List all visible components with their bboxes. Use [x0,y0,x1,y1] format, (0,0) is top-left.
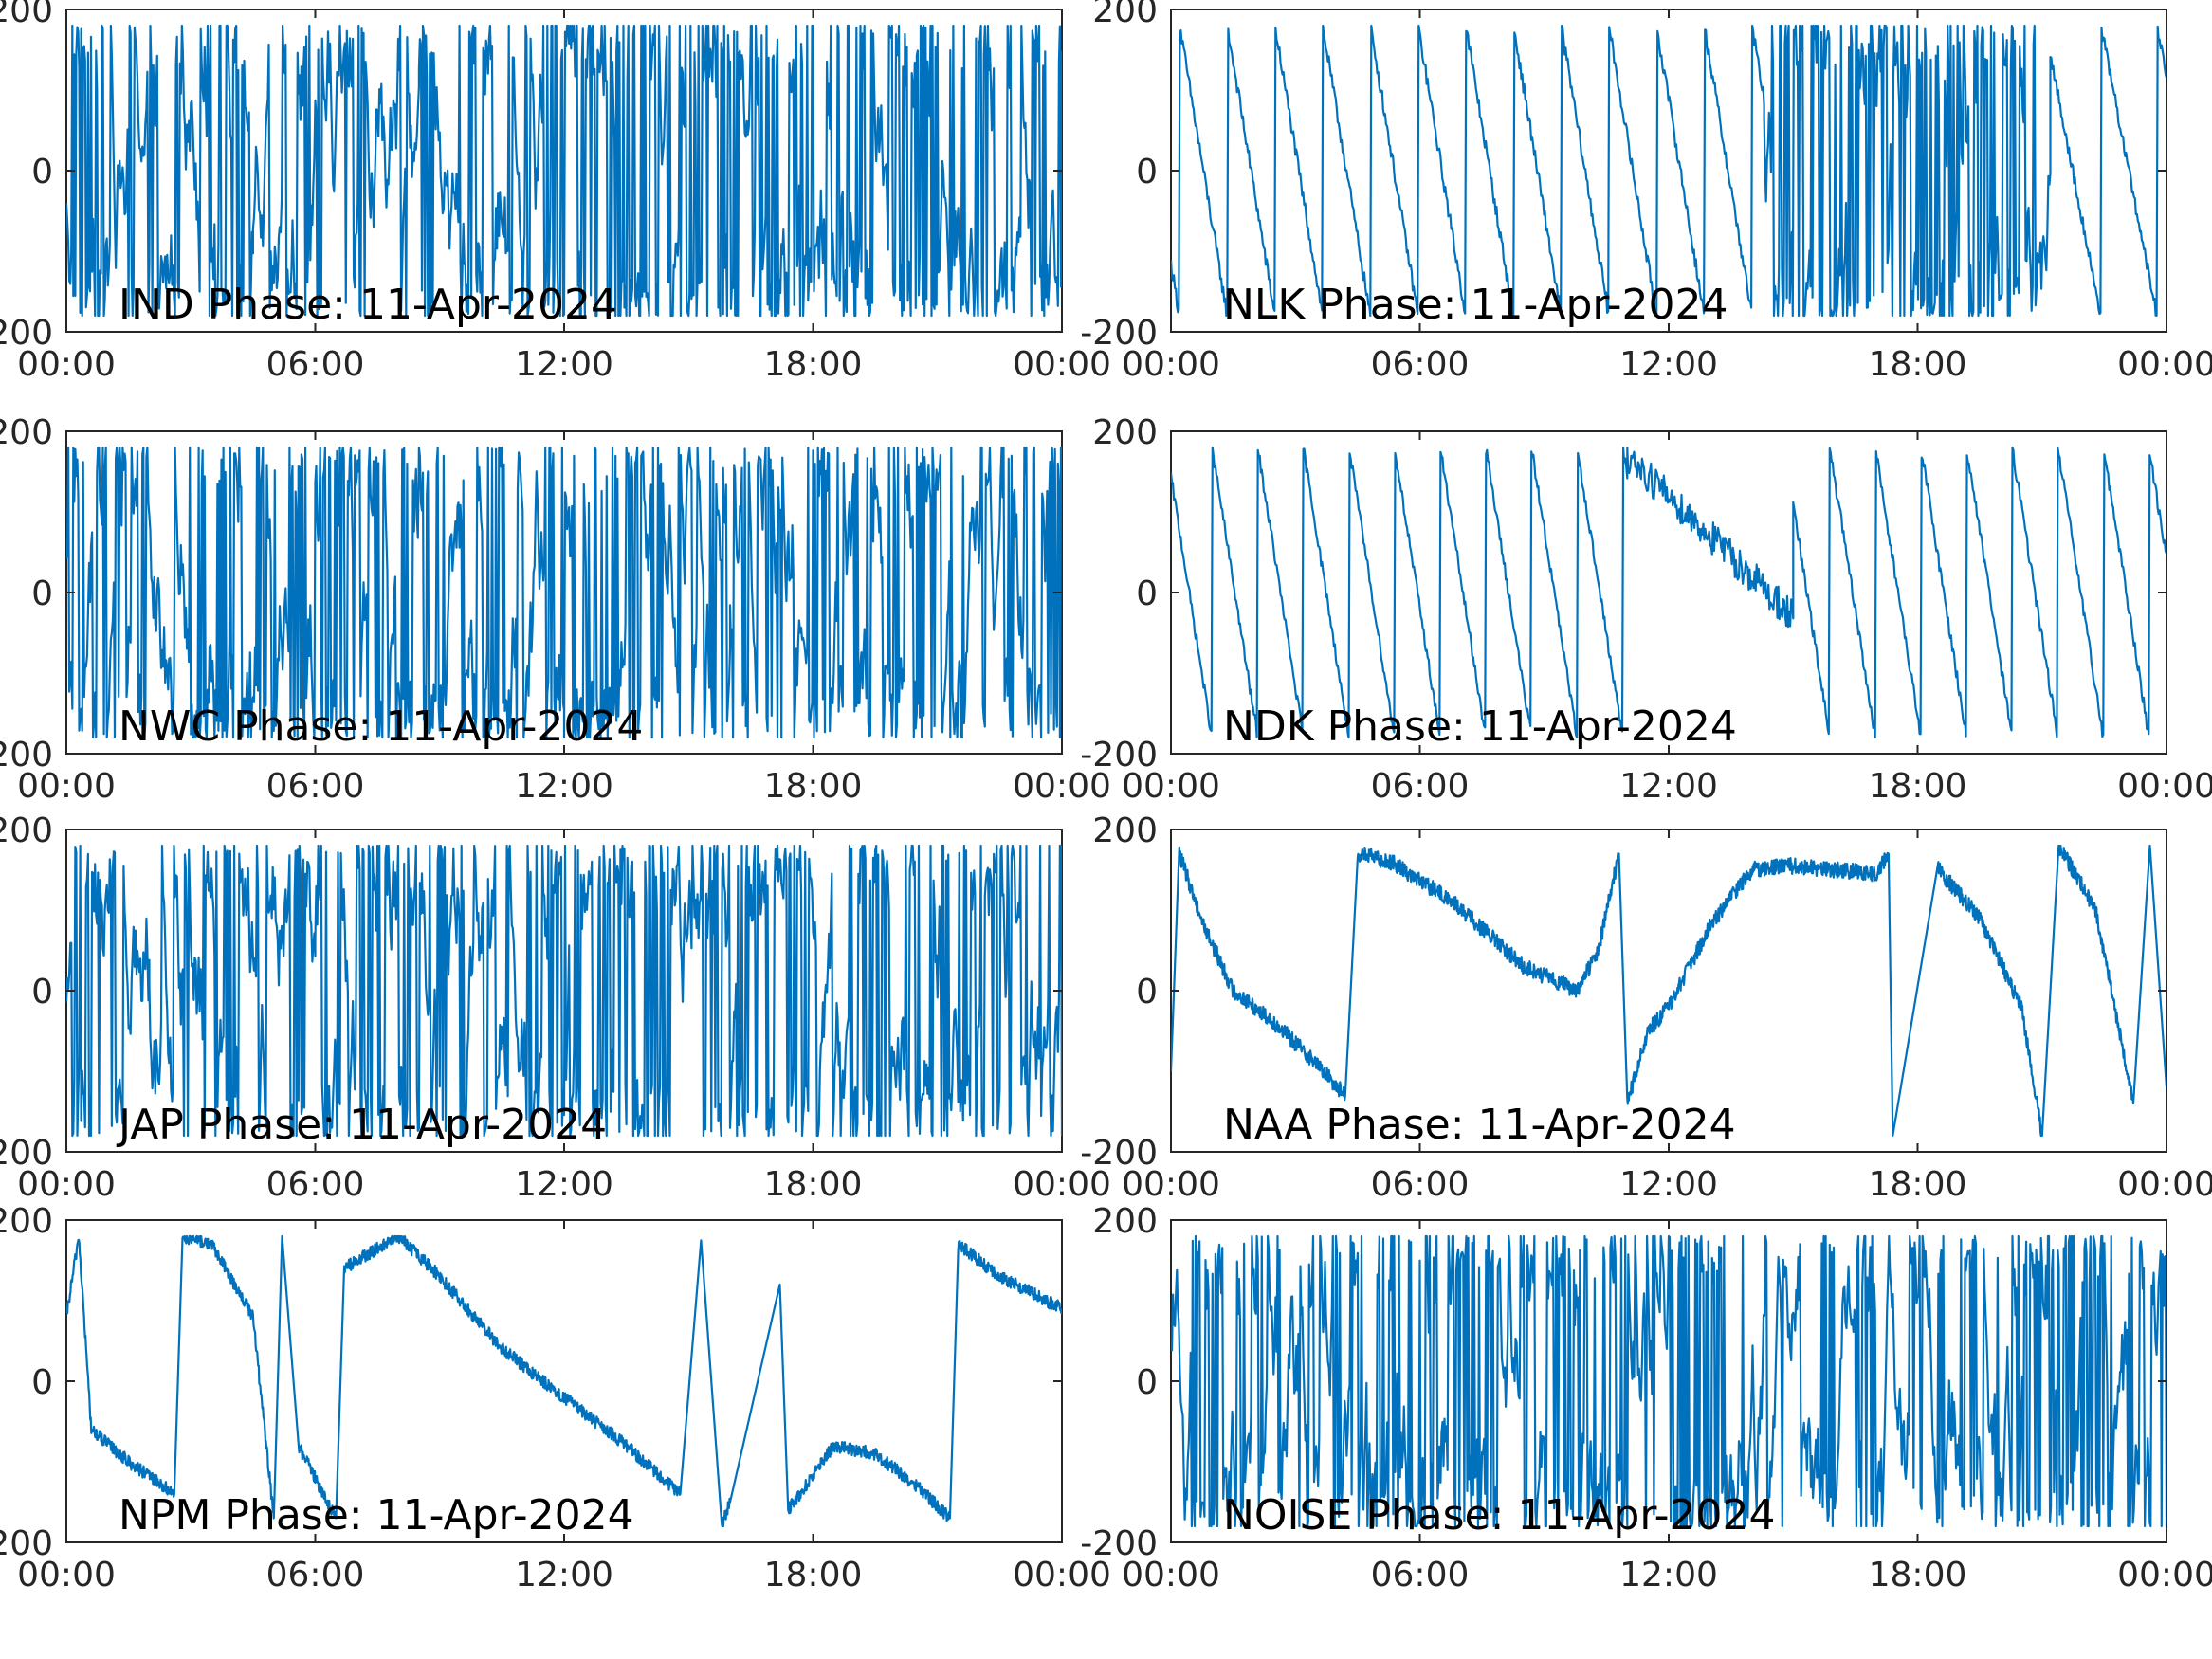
y-tick-label: -200 [1080,314,1158,353]
y-tick-label: 0 [1136,1363,1158,1402]
x-tick-label: 12:00 [1619,767,1718,806]
y-tick-label: -200 [1080,1524,1158,1563]
x-tick-label: 06:00 [1371,345,1470,384]
y-tick-label: 200 [1092,0,1158,30]
x-tick-label: 18:00 [1869,1165,1967,1204]
y-tick-label: 200 [0,413,53,452]
y-tick-label: 0 [1136,574,1158,613]
y-tick-label: 0 [31,574,53,613]
series-line-npm [66,1234,1062,1528]
panel-title-ndk: NDK Phase: 11-Apr-2024 [1223,702,1737,751]
x-tick-label: 00:00 [1013,345,1111,384]
series-line-ind [66,24,1062,318]
x-tick-label: 00:00 [1122,767,1220,806]
x-tick-label: 12:00 [515,767,613,806]
x-tick-label: 12:00 [1619,1556,1718,1595]
y-tick-label: -200 [0,1524,53,1563]
x-tick-label: 00:00 [2117,767,2212,806]
y-tick-label: -200 [0,1134,53,1173]
x-tick-label: 00:00 [17,1165,116,1204]
y-tick-label: 0 [1136,973,1158,1012]
x-tick-label: 00:00 [17,345,116,384]
y-tick-label: 200 [1092,413,1158,452]
panel-title-noise: NOISE Phase: 11-Apr-2024 [1223,1491,1775,1540]
x-tick-label: 06:00 [266,1165,365,1204]
x-tick-label: 18:00 [1869,345,1967,384]
x-tick-label: 18:00 [764,345,863,384]
y-tick-label: 0 [1136,153,1158,191]
y-tick-label: 200 [1092,1202,1158,1241]
y-tick-label: -200 [1080,1134,1158,1173]
y-tick-label: 200 [1092,811,1158,850]
x-tick-label: 00:00 [17,767,116,806]
y-tick-label: -200 [1080,736,1158,775]
y-tick-label: 0 [31,153,53,191]
x-tick-label: 18:00 [1869,1556,1967,1595]
x-tick-label: 00:00 [2117,1165,2212,1204]
series-line-nlk [1171,24,2166,318]
x-tick-label: 00:00 [1013,767,1111,806]
panel-title-ind: IND Phase: 11-Apr-2024 [119,281,617,329]
axes-box-npm [65,1219,1063,1543]
series-line-noise [1171,1234,2166,1528]
x-tick-label: 18:00 [764,1165,863,1204]
x-tick-label: 00:00 [2117,345,2212,384]
panel-title-naa: NAA Phase: 11-Apr-2024 [1223,1101,1736,1149]
x-tick-label: 18:00 [1869,767,1967,806]
x-tick-label: 00:00 [1013,1556,1111,1595]
x-tick-label: 06:00 [1371,1165,1470,1204]
x-tick-label: 00:00 [1122,1556,1220,1595]
x-tick-label: 00:00 [17,1556,116,1595]
x-tick-label: 12:00 [515,1556,613,1595]
x-tick-label: 06:00 [266,1556,365,1595]
x-tick-label: 12:00 [515,1165,613,1204]
series-line-ndk [1171,446,2166,739]
x-tick-label: 06:00 [1371,767,1470,806]
axes-box-nlk [1170,9,2167,333]
x-tick-label: 00:00 [2117,1556,2212,1595]
axes-box-naa [1170,829,2167,1153]
y-tick-label: 0 [31,973,53,1012]
x-tick-label: 12:00 [1619,345,1718,384]
y-tick-label: -200 [0,736,53,775]
y-tick-label: 0 [31,1363,53,1402]
panel-title-jap: JAP Phase: 11-Apr-2024 [116,1101,607,1149]
x-tick-label: 18:00 [764,1556,863,1595]
x-tick-label: 06:00 [266,345,365,384]
x-tick-label: 06:00 [1371,1556,1470,1595]
series-line-nwc [66,446,1062,739]
x-tick-label: 12:00 [1619,1165,1718,1204]
x-tick-label: 06:00 [266,767,365,806]
x-tick-label: 12:00 [515,345,613,384]
series-line-naa [1171,844,2166,1138]
y-tick-label: 200 [0,1202,53,1241]
y-tick-label: 200 [0,0,53,30]
x-tick-label: 00:00 [1013,1165,1111,1204]
panel-title-nwc: NWC Phase: 11-Apr-2024 [119,702,643,751]
panel-title-npm: NPM Phase: 11-Apr-2024 [119,1491,634,1540]
series-line-jap [66,844,1062,1138]
x-tick-label: 00:00 [1122,1165,1220,1204]
y-tick-label: -200 [0,314,53,353]
x-tick-label: 00:00 [1122,345,1220,384]
x-tick-label: 18:00 [764,767,863,806]
panel-title-nlk: NLK Phase: 11-Apr-2024 [1223,281,1728,329]
y-tick-label: 200 [0,811,53,850]
